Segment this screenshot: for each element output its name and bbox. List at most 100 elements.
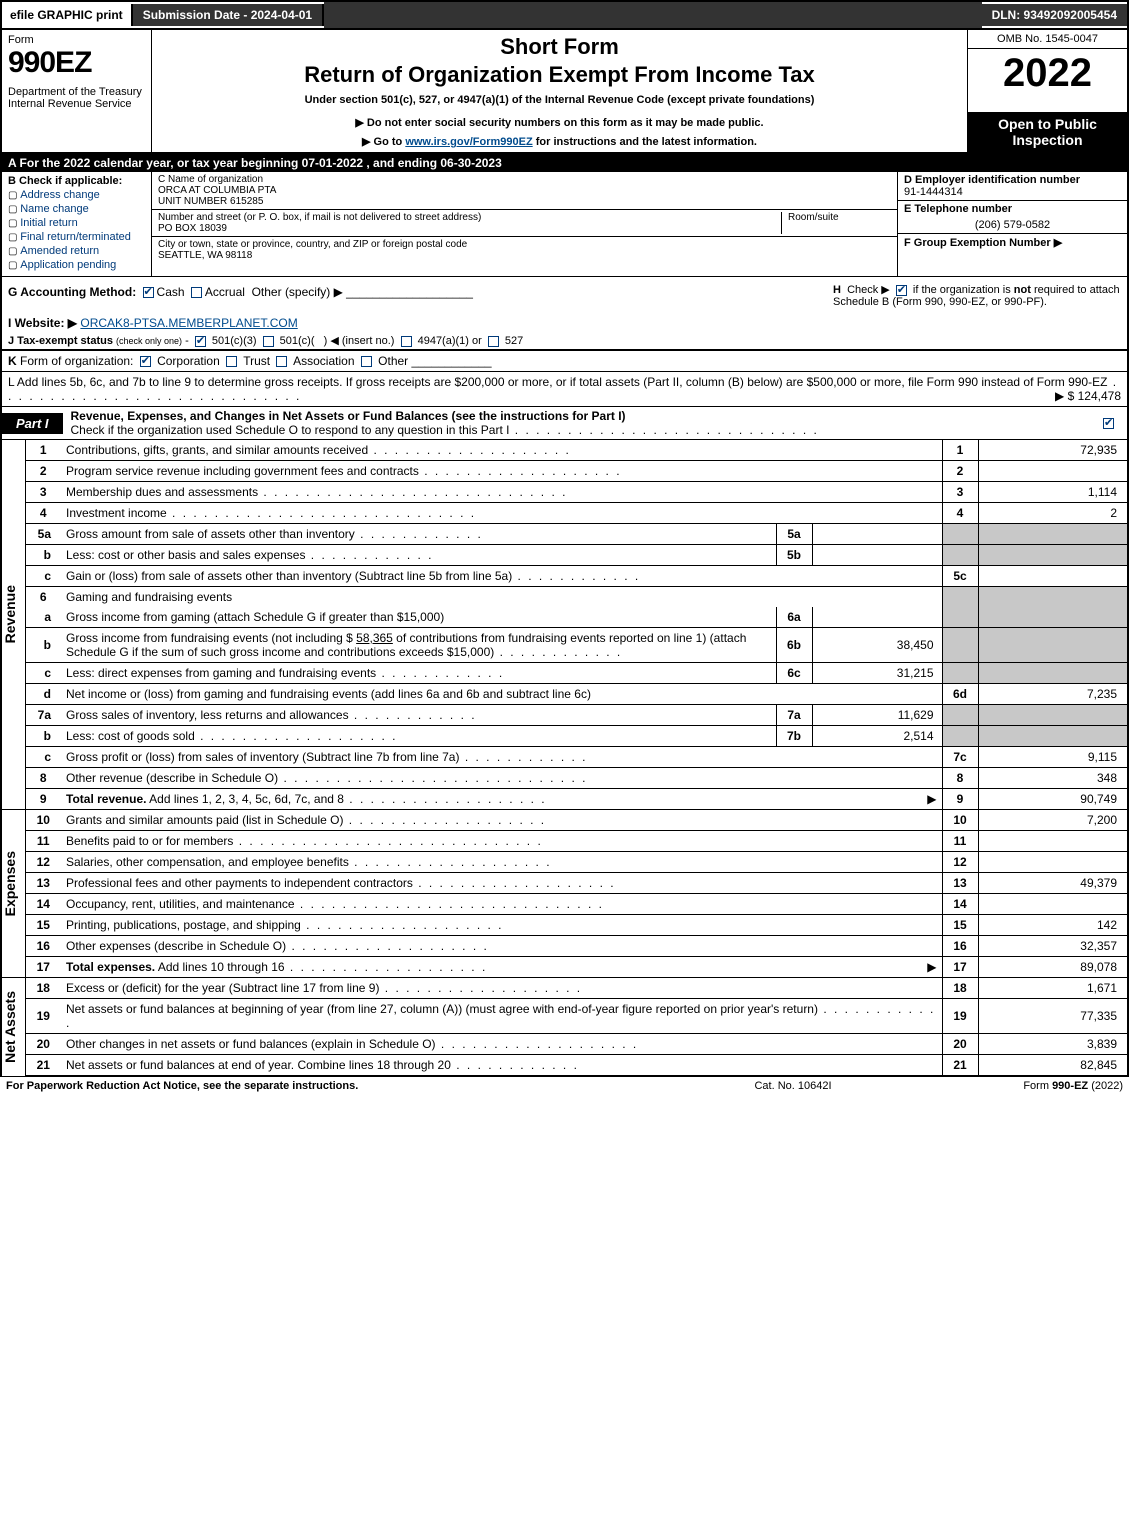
chk-corporation[interactable] <box>140 356 151 367</box>
top-bar: efile GRAPHIC print Submission Date - 20… <box>0 0 1129 30</box>
header-right: OMB No. 1545-0047 2022 Open to Public In… <box>967 30 1127 152</box>
d-label: D Employer identification number <box>904 174 1121 186</box>
chk-final-return[interactable]: Final return/terminated <box>8 231 145 243</box>
sub3-pre: ▶ Go to <box>362 136 405 148</box>
line-5b: bLess: cost or other basis and sales exp… <box>1 545 1128 566</box>
row-i-website: I Website: ▶ ORCAK8-PTSA.MEMBERPLANET.CO… <box>0 314 1129 332</box>
row-gh: G Accounting Method: Cash Accrual Other … <box>0 277 1129 314</box>
tax-year: 2022 <box>968 49 1127 112</box>
chk-schedule-b[interactable] <box>896 285 907 296</box>
line-9: 9Total revenue. Add lines 1, 2, 3, 4, 5c… <box>1 789 1128 810</box>
unit-number: UNIT NUMBER 615285 <box>158 196 891 207</box>
chk-application-pending[interactable]: Application pending <box>8 259 145 271</box>
irs-link[interactable]: www.irs.gov/Form990EZ <box>405 136 532 148</box>
page-footer: For Paperwork Reduction Act Notice, see … <box>0 1076 1129 1095</box>
form-number: 990EZ <box>8 46 145 80</box>
subtitle-3: ▶ Go to www.irs.gov/Form990EZ for instru… <box>160 135 959 148</box>
section-b: B Check if applicable: Address change Na… <box>2 172 152 276</box>
header-left: Form 990EZ Department of the Treasury In… <box>2 30 152 152</box>
omb-number: OMB No. 1545-0047 <box>968 30 1127 49</box>
city-value: SEATTLE, WA 98118 <box>158 250 891 261</box>
form-word: Form <box>8 34 145 46</box>
chk-4947[interactable] <box>401 336 412 347</box>
chk-address-change[interactable]: Address change <box>8 189 145 201</box>
room-suite: Room/suite <box>781 212 891 234</box>
part-1-header: Part I Revenue, Expenses, and Changes in… <box>0 407 1129 440</box>
line-7b: bLess: cost of goods sold 7b2,514 <box>1 726 1128 747</box>
line-15: 15Printing, publications, postage, and s… <box>1 915 1128 936</box>
chk-name-change[interactable]: Name change <box>8 203 145 215</box>
line-4: 4Investment income 42 <box>1 503 1128 524</box>
chk-trust[interactable] <box>226 356 237 367</box>
org-name: ORCA AT COLUMBIA PTA <box>158 185 891 196</box>
subtitle-2: ▶ Do not enter social security numbers o… <box>160 116 959 129</box>
line-5c: cGain or (loss) from sale of assets othe… <box>1 566 1128 587</box>
part-1-table: Revenue 1Contributions, gifts, grants, a… <box>0 440 1129 1076</box>
e-label: E Telephone number <box>904 203 1121 215</box>
form-header: Form 990EZ Department of the Treasury In… <box>0 30 1129 154</box>
city-label: City or town, state or province, country… <box>158 239 891 250</box>
line-14: 14Occupancy, rent, utilities, and mainte… <box>1 894 1128 915</box>
line-6d: dNet income or (loss) from gaming and fu… <box>1 684 1128 705</box>
line-2: 2Program service revenue including gover… <box>1 461 1128 482</box>
lbl-other: Other (specify) ▶ <box>252 285 343 299</box>
d-ein: D Employer identification number 91-1444… <box>898 172 1127 201</box>
side-revenue: Revenue <box>2 585 18 643</box>
section-def: D Employer identification number 91-1444… <box>897 172 1127 276</box>
c-city: City or town, state or province, country… <box>152 237 897 263</box>
footer-right: Form 990-EZ (2022) <box>923 1080 1123 1092</box>
line-21: 21Net assets or fund balances at end of … <box>1 1055 1128 1076</box>
e-telephone: E Telephone number (206) 579-0582 <box>898 201 1127 234</box>
line-13: 13Professional fees and other payments t… <box>1 873 1128 894</box>
line-18: Net Assets 18Excess or (deficit) for the… <box>1 978 1128 999</box>
chk-accrual[interactable] <box>191 287 202 298</box>
line-6c: cLess: direct expenses from gaming and f… <box>1 663 1128 684</box>
ein-value: 91-1444314 <box>904 186 1121 198</box>
c-label: C Name of organization <box>158 174 891 185</box>
chk-amended-return[interactable]: Amended return <box>8 245 145 257</box>
chk-501c3[interactable] <box>195 336 206 347</box>
chk-association[interactable] <box>276 356 287 367</box>
addr-label: Number and street (or P. O. box, if mail… <box>158 212 781 223</box>
row-a-tax-year: A For the 2022 calendar year, or tax yea… <box>0 154 1129 172</box>
efile-print-link[interactable]: efile GRAPHIC print <box>2 4 133 26</box>
c-address: Number and street (or P. O. box, if mail… <box>152 210 897 237</box>
dln-label: DLN: 93492092005454 <box>982 4 1127 26</box>
chk-501c[interactable] <box>263 336 274 347</box>
short-form-title: Short Form <box>160 34 959 60</box>
f-group-exemption: F Group Exemption Number ▶ <box>898 234 1127 251</box>
l-value: ▶ $ 124,478 <box>1055 389 1121 403</box>
website-link[interactable]: ORCAK8-PTSA.MEMBERPLANET.COM <box>80 316 297 330</box>
chk-initial-return[interactable]: Initial return <box>8 217 145 229</box>
c-org-name: C Name of organization ORCA AT COLUMBIA … <box>152 172 897 210</box>
line-5a: 5aGross amount from sale of assets other… <box>1 524 1128 545</box>
chk-cash[interactable] <box>143 287 154 298</box>
line-16: 16Other expenses (describe in Schedule O… <box>1 936 1128 957</box>
part-1-tag: Part I <box>2 413 63 434</box>
side-expenses: Expenses <box>2 851 18 916</box>
chk-527[interactable] <box>488 336 499 347</box>
subtitle-1: Under section 501(c), 527, or 4947(a)(1)… <box>160 94 959 106</box>
line-11: 11Benefits paid to or for members 11 <box>1 831 1128 852</box>
sub3-post: for instructions and the latest informat… <box>533 136 757 148</box>
row-j-tax-exempt: J Tax-exempt status (check only one) - 5… <box>0 332 1129 350</box>
g-accounting-method: G Accounting Method: Cash Accrual Other … <box>2 277 827 314</box>
line-7c: cGross profit or (loss) from sales of in… <box>1 747 1128 768</box>
header-center: Short Form Return of Organization Exempt… <box>152 30 967 152</box>
side-net-assets: Net Assets <box>2 991 18 1063</box>
main-title: Return of Organization Exempt From Incom… <box>160 62 959 88</box>
dept-treasury: Department of the Treasury Internal Reve… <box>8 86 145 110</box>
line-3: 3Membership dues and assessments 31,114 <box>1 482 1128 503</box>
line-20: 20Other changes in net assets or fund ba… <box>1 1034 1128 1055</box>
line-7a: 7aGross sales of inventory, less returns… <box>1 705 1128 726</box>
chk-schedule-o[interactable] <box>1103 418 1114 429</box>
chk-other-org[interactable] <box>361 356 372 367</box>
line-6a: aGross income from gaming (attach Schedu… <box>1 607 1128 628</box>
submission-date-button[interactable]: Submission Date - 2024-04-01 <box>133 4 324 26</box>
topbar-spacer <box>324 2 981 28</box>
section-c: C Name of organization ORCA AT COLUMBIA … <box>152 172 897 276</box>
line-6b: bGross income from fundraising events (n… <box>1 628 1128 663</box>
tel-value: (206) 579-0582 <box>904 215 1121 231</box>
row-k-form-org: K Form of organization: Corporation Trus… <box>0 350 1129 372</box>
open-to-public: Open to Public Inspection <box>968 112 1127 152</box>
